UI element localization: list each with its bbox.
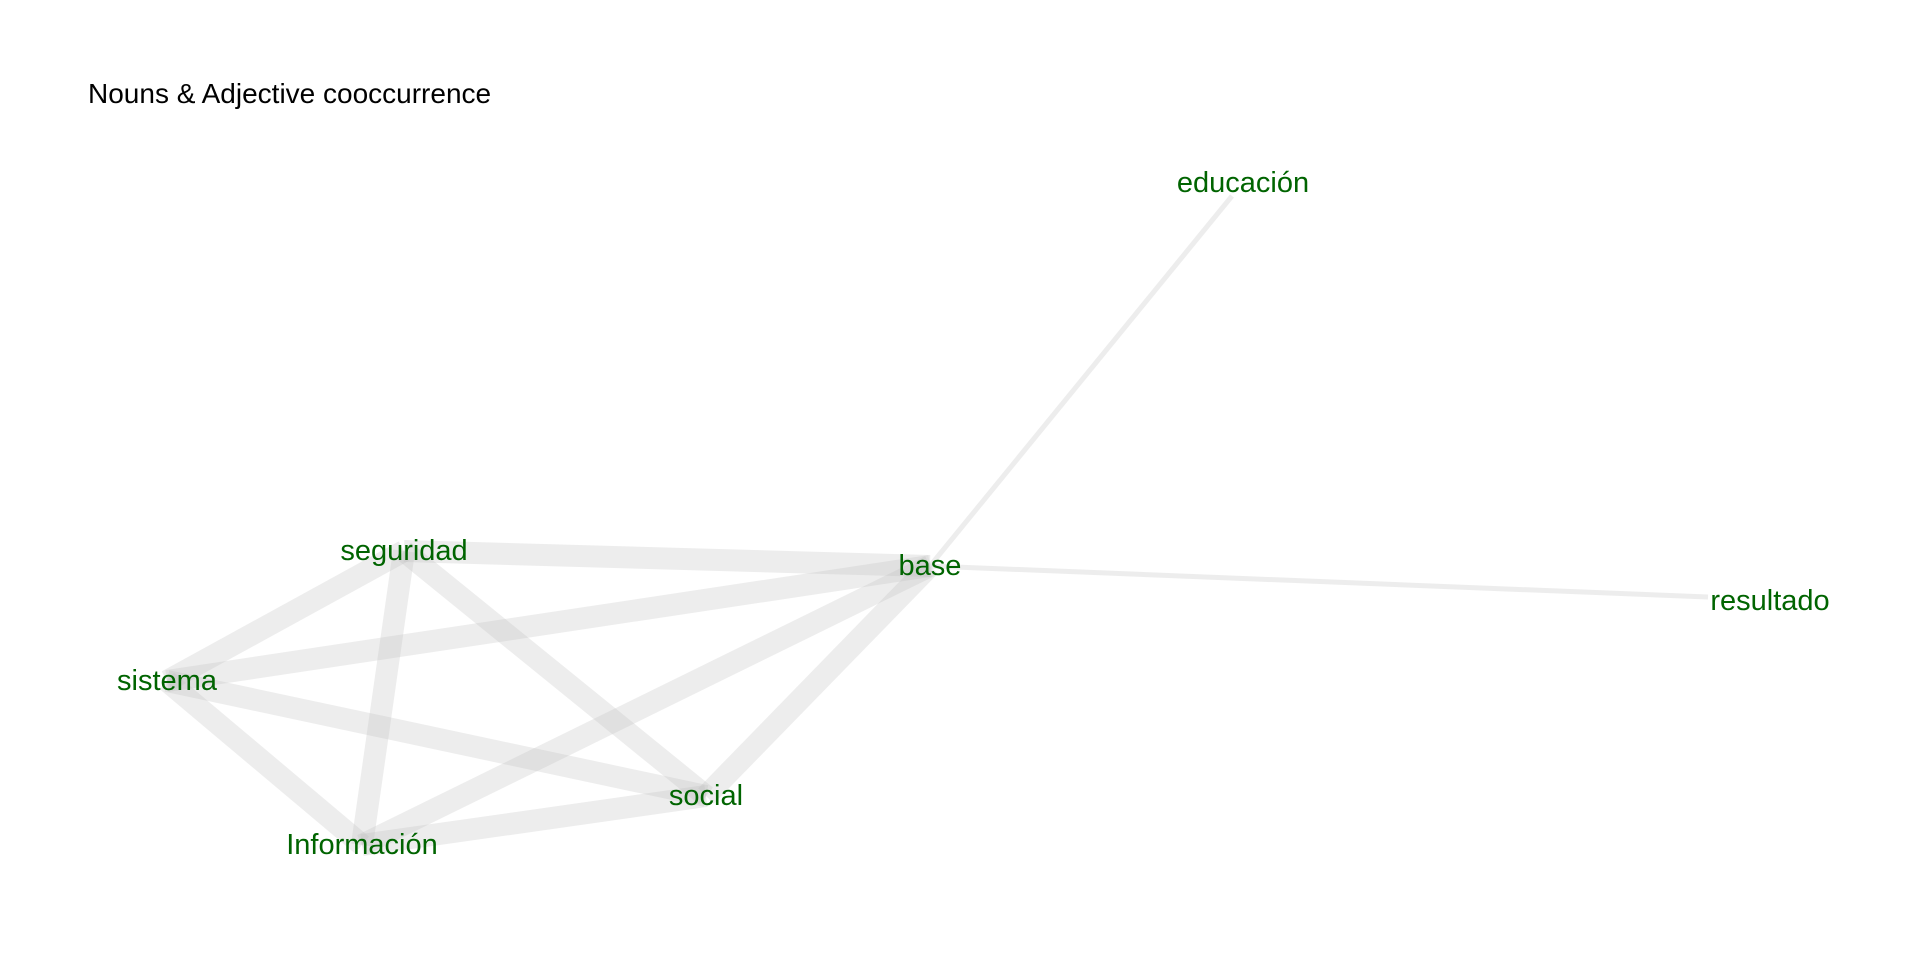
edge-social-informacion [360,785,708,856]
edges-layer [159,194,1709,856]
edge-base-sistema [165,555,932,692]
edge-base-informacion [357,556,935,855]
edge-seguridad-informacion [351,549,415,847]
node-label-social: social [669,780,743,812]
edge-base-educacion [928,194,1234,568]
edge-sistema-informacion [159,672,370,854]
node-label-resultado: resultado [1710,585,1829,617]
node-label-informacion: Información [286,829,438,861]
node-label-educacion: educación [1177,167,1309,199]
edge-sistema-social [164,670,709,807]
edge-seguridad-social [397,542,713,805]
node-label-sistema: sistema [117,665,218,697]
edge-base-social [698,558,938,804]
plot-title: Nouns & Adjective cooccurrence [88,78,491,109]
nodes-layer: seguridad base sistema social Información edu… [117,167,1830,861]
node-label-base: base [899,550,962,582]
node-label-seguridad: seguridad [340,535,467,567]
edge-base-resultado [929,563,1709,600]
edge-seguridad-sistema [161,541,410,691]
edge-seguridad-base [403,540,931,577]
